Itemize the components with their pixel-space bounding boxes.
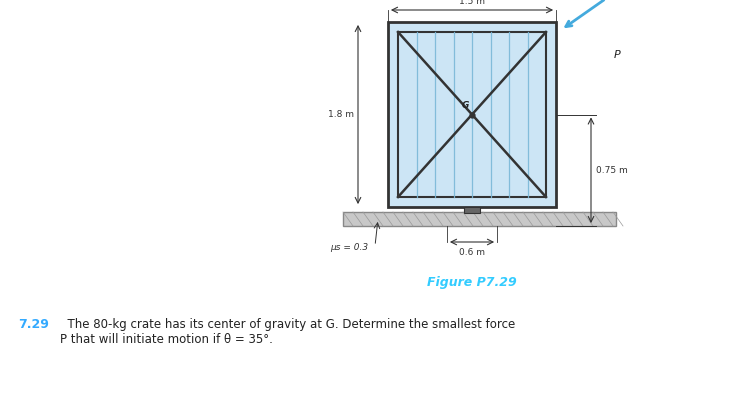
Text: The 80-kg crate has its center of gravity at G. Determine the smallest force
P t: The 80-kg crate has its center of gravit… [60, 318, 515, 346]
Bar [343, 212, 616, 226]
Text: 1.8 m: 1.8 m [328, 110, 354, 119]
Bar [388, 22, 556, 207]
Text: Figure P7.29: Figure P7.29 [427, 276, 517, 289]
Text: G: G [461, 101, 469, 109]
Text: μs = 0.3: μs = 0.3 [330, 244, 368, 252]
Text: 0.75 m: 0.75 m [596, 166, 628, 175]
Text: 1.5 m: 1.5 m [459, 0, 485, 6]
Text: 7.29: 7.29 [18, 318, 49, 331]
Text: 0.6 m: 0.6 m [459, 248, 485, 257]
Bar [398, 32, 546, 197]
Text: P: P [614, 50, 621, 60]
Bar [464, 207, 480, 213]
